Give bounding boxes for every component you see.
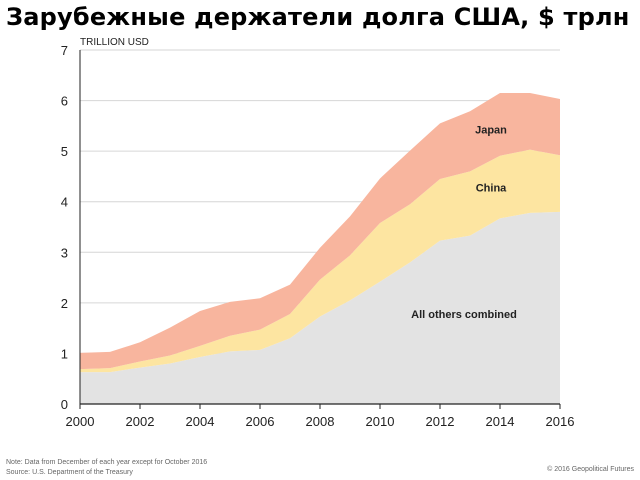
x-tick-label: 2012 (426, 414, 455, 429)
y-tick-label: 2 (61, 296, 68, 311)
area-all-others-combined (80, 211, 560, 404)
y-tick-label: 6 (61, 94, 68, 109)
x-tick-label: 2002 (126, 414, 155, 429)
y-unit-label: TRILLION USD (80, 37, 149, 48)
area-series (80, 92, 560, 404)
series-label-all-others-combined: All others combined (411, 309, 517, 321)
series-label-japan: Japan (475, 124, 507, 136)
y-tick-label: 0 (61, 397, 68, 412)
copyright-text: © 2016 Geopolitical Futures (547, 466, 634, 473)
y-tick-label: 4 (61, 195, 68, 210)
y-tick-label: 1 (61, 346, 68, 361)
series-label-china: China (476, 183, 507, 195)
source-text: Source: U.S. Department of the Treasury (6, 469, 133, 476)
x-tick-label: 2008 (306, 414, 335, 429)
area-labels: All others combined China Japan (411, 124, 517, 321)
y-tick-label: 5 (61, 144, 68, 159)
x-tick-label: 2014 (486, 414, 515, 429)
area-china (80, 149, 560, 373)
x-tick-label: 2016 (546, 414, 575, 429)
area-japan (80, 92, 560, 370)
note-text: Note: Data from December of each year ex… (6, 459, 208, 466)
x-tick-label: 2004 (186, 414, 215, 429)
x-tick-label: 2000 (66, 414, 95, 429)
x-tick-label: 2006 (246, 414, 275, 429)
footer-notes: Note: Data from December of each year ex… (6, 458, 207, 478)
y-tick-label: 3 (61, 245, 68, 260)
page-title: Зарубежные держатели долга США, $ трлн (6, 3, 630, 31)
y-tick-label: 7 (61, 43, 68, 58)
x-tick-label: 2010 (366, 414, 395, 429)
axes: 0 1 2 3 4 5 6 7 2000 2002 2004 2006 2008 2010 2012 2014… (61, 43, 575, 429)
